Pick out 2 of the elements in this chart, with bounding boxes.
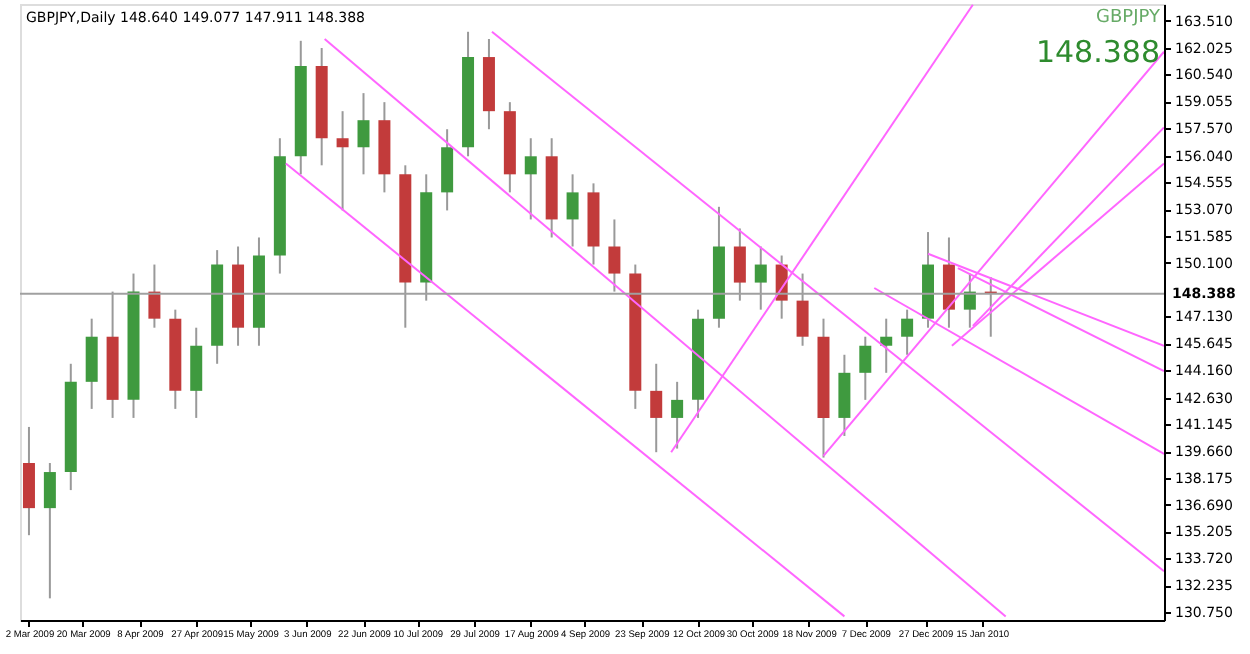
annotation: 148.388 <box>1035 34 1160 70</box>
annotation: GBPJPY <box>1096 8 1161 28</box>
